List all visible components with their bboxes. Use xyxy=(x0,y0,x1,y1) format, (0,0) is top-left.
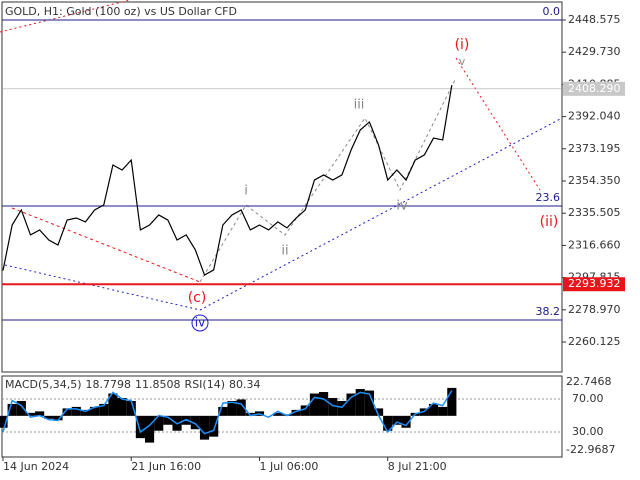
histogram-bar xyxy=(163,415,173,425)
wave-circle xyxy=(191,314,209,332)
wave-label: (i) xyxy=(455,37,470,53)
y-tick-label: -22.9687 xyxy=(566,443,615,456)
histogram-bar xyxy=(154,415,164,431)
price-panel xyxy=(1,1,563,373)
fib-label: 38.2 xyxy=(536,305,561,318)
x-tick-label: 8 Jul 21:00 xyxy=(388,460,447,473)
histogram-bar xyxy=(383,415,393,431)
series-line xyxy=(2,84,453,276)
histogram-bar xyxy=(90,406,100,416)
histogram-bar xyxy=(227,400,237,416)
histogram-bar xyxy=(16,400,26,416)
wave-label: iii xyxy=(354,98,365,113)
wave-line xyxy=(455,57,541,191)
histogram-bar xyxy=(346,393,356,416)
histogram-bar xyxy=(99,403,109,416)
chart-title: GOLD, H1: Gold (100 oz) vs US Dollar CFD xyxy=(5,5,237,18)
indicator-label: 11.8508 xyxy=(135,378,181,391)
wave-label: v xyxy=(459,55,466,68)
histogram-bar xyxy=(218,406,228,416)
wave-line xyxy=(0,0,131,33)
histogram-bar xyxy=(126,400,136,416)
histogram-bar xyxy=(209,415,219,437)
y-tick-label: 2316.660 xyxy=(568,238,621,251)
x-tick-label: 1 Jul 06:00 xyxy=(259,460,318,473)
histogram-bar xyxy=(309,393,320,416)
x-tick-label: 21 Jun 16:00 xyxy=(131,460,201,473)
y2-tick-label: 70.00 xyxy=(572,392,604,405)
histogram-bar xyxy=(7,403,17,416)
histogram-bar xyxy=(355,389,365,416)
histogram-bar xyxy=(44,415,54,419)
histogram-bar xyxy=(438,406,448,416)
histogram-bar xyxy=(392,415,402,425)
histogram-bar xyxy=(144,415,155,443)
y-tick-label: 2354.350 xyxy=(568,174,621,187)
histogram-bar xyxy=(108,393,118,416)
price-label: 2408.290 xyxy=(568,82,621,95)
histogram-bar xyxy=(35,411,45,416)
series-line xyxy=(2,390,453,435)
histogram-bar xyxy=(236,399,246,416)
indicator-label: 18.7798 xyxy=(86,378,132,391)
histogram-bar xyxy=(337,400,347,416)
indicator-title: MACD(5,34,5) 18.7798 11.8508 RSI(14) 80.34 xyxy=(5,378,261,391)
y-tick-label: 22.7468 xyxy=(566,375,612,388)
histogram-bar xyxy=(190,415,200,430)
histogram-bar xyxy=(199,415,210,440)
indicator-label: MACD(5,34,5) xyxy=(5,378,82,391)
histogram-bar xyxy=(25,412,36,416)
indicator-label: 80.34 xyxy=(229,378,261,391)
histogram-bar xyxy=(300,405,310,416)
histogram-bar xyxy=(53,415,63,421)
histogram-bar xyxy=(273,412,283,416)
wave-line xyxy=(199,77,457,283)
histogram-bar xyxy=(328,397,338,416)
histogram-bar xyxy=(291,409,301,416)
fib-label: 0.0 xyxy=(543,5,561,18)
histogram-bar xyxy=(71,406,81,416)
y-tick-label: 2392.040 xyxy=(568,110,621,123)
wave-line xyxy=(11,207,201,283)
trend-line xyxy=(4,117,563,311)
wave-label: ii xyxy=(281,244,288,259)
level-label: 2293.932 xyxy=(568,277,621,290)
histogram-bar xyxy=(80,409,91,416)
level-box xyxy=(563,277,625,292)
price-box xyxy=(563,81,625,96)
y-tick-label: 2373.195 xyxy=(568,142,621,155)
y-tick-label: 2429.730 xyxy=(568,45,621,58)
y-tick-label: 2335.505 xyxy=(568,206,621,219)
fib-label: 23.6 xyxy=(536,191,561,204)
histogram-bar xyxy=(428,403,439,416)
y-tick-label: 2448.575 xyxy=(568,13,621,26)
wave-label: (ii) xyxy=(540,214,559,230)
histogram-bar xyxy=(62,408,72,416)
histogram-bar xyxy=(447,387,457,416)
histogram-bar xyxy=(373,408,384,416)
histogram-bar xyxy=(135,415,145,439)
wave-label: i xyxy=(244,184,248,199)
x-tick-label: 14 Jun 2024 xyxy=(3,460,69,473)
histogram-bar xyxy=(0,415,8,428)
y-tick-label: 2260.125 xyxy=(568,335,621,348)
histogram-bar xyxy=(117,397,127,416)
histogram-bar xyxy=(401,415,411,428)
histogram-bar xyxy=(319,392,329,416)
y-tick-label: 2278.970 xyxy=(568,303,621,316)
wave-label: (c) xyxy=(188,290,207,306)
wave-label: iv xyxy=(195,316,205,330)
y2-tick-label: 30.00 xyxy=(572,425,604,438)
indicator-label: RSI(14) xyxy=(185,378,225,391)
wave-label: iv xyxy=(396,199,408,214)
histogram-bar xyxy=(364,390,374,416)
